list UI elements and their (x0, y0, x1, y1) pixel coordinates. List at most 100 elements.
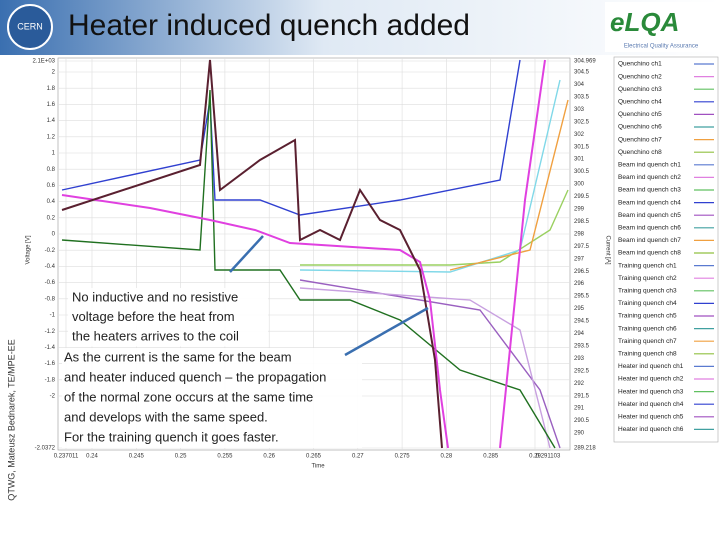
y2-tick-label: 290 (574, 431, 585, 437)
y-axis-label: Voltage [V] (26, 235, 32, 264)
legend-label: Quenchino ch1 (618, 61, 662, 68)
y2-tick-label: 289.218 (574, 446, 596, 452)
elqa-logo-text: eLQA (610, 7, 679, 37)
annotation-text: and heater induced quench – the propagat… (64, 369, 326, 384)
slide-title: Heater induced quench added (68, 9, 470, 42)
legend-label: Heater ind quench ch5 (618, 414, 684, 421)
legend-label: Training quench ch8 (618, 351, 677, 358)
curve (61, 59, 546, 449)
y2-tick-label: 298.5 (574, 219, 590, 225)
y2-tick-label: 296 (574, 281, 585, 287)
y-tick-label: -2.0372 (35, 446, 56, 452)
y2-tick-label: 295 (574, 306, 585, 312)
x-tick-label: 0.29 (529, 454, 541, 460)
y2-tick-label: 303 (574, 107, 585, 113)
curve (299, 287, 551, 449)
x-tick-label: 0.291103 (536, 454, 561, 460)
y2-tick-label: 304.5 (574, 70, 590, 76)
y-tick-label: -0.2 (45, 248, 56, 254)
x-tick-label: 0.275 (395, 454, 411, 460)
arrow (344, 306, 429, 357)
footer-text: QTWG, Mateusz Bednarek, TE/MPE-EE (6, 339, 16, 500)
y-tick-label: 0.4 (47, 199, 56, 205)
legend-label: Quenchino ch2 (618, 73, 662, 80)
legend-label: Training quench ch7 (618, 338, 677, 345)
y2-tick-label: 293 (574, 356, 585, 362)
legend-box (613, 56, 719, 443)
legend-label: Beam ind quench ch8 (618, 250, 681, 257)
legend-label: Beam ind quench ch1 (618, 162, 681, 169)
legend-label: Quenchino ch6 (618, 124, 662, 131)
y-tick-label: 0.2 (47, 215, 56, 221)
legend-label: Heater ind quench ch3 (618, 388, 684, 395)
arrow (229, 235, 264, 273)
legend-label: Heater ind quench ch1 (618, 363, 684, 370)
y2-tick-label: 304.969 (574, 59, 596, 65)
x-tick-label: 0.27 (352, 454, 364, 460)
annotation-text: the heaters arrives to the coil (72, 328, 239, 343)
curve (61, 59, 443, 449)
y2-tick-label: 291.5 (574, 393, 590, 399)
y-tick-label: -2 (50, 394, 56, 400)
y2-tick-label: 296.5 (574, 269, 590, 275)
y2-tick-label: 301 (574, 157, 585, 163)
legend-label: Quenchino ch4 (618, 99, 662, 106)
header-band (0, 0, 720, 55)
legend-label: Training quench ch3 (618, 288, 677, 295)
annotation-box (68, 288, 268, 347)
x-tick-label: 0.26 (263, 454, 275, 460)
elqa-logo (605, 2, 717, 52)
y-tick-label: 1.8 (47, 86, 56, 92)
y-tick-label: -0.8 (45, 296, 56, 302)
y-tick-label: 0.8 (47, 167, 56, 173)
y2-tick-label: 290.5 (574, 418, 590, 424)
y2-tick-label: 292.5 (574, 368, 590, 374)
y2-tick-label: 295.5 (574, 294, 590, 300)
legend-label: Training quench ch5 (618, 313, 677, 320)
y-tick-label: -0.6 (45, 280, 56, 286)
legend-label: Quenchino ch8 (618, 149, 662, 156)
y2-tick-label: 294 (574, 331, 585, 337)
y2-tick-label: 297 (574, 256, 585, 262)
legend-label: Beam ind quench ch4 (618, 199, 681, 206)
y-tick-label: 0.6 (47, 183, 56, 189)
y2-tick-label: 292 (574, 381, 585, 387)
y-tick-label: 2 (52, 70, 56, 76)
legend-label: Heater ind quench ch6 (618, 426, 684, 433)
y-tick-label: 1.4 (47, 118, 56, 124)
legend-label: Heater ind quench ch2 (618, 376, 684, 383)
x-tick-label: 0.245 (129, 454, 145, 460)
y2-tick-label: 299.5 (574, 194, 590, 200)
x-tick-label: 0.285 (483, 454, 499, 460)
y2-tick-label: 293.5 (574, 343, 590, 349)
x-tick-label: 0.28 (441, 454, 453, 460)
y2-tick-label: 300.5 (574, 169, 590, 175)
x-tick-label: 0.24 (86, 454, 98, 460)
y2-tick-label: 291 (574, 406, 585, 412)
annotation-text: and develops with the same speed. (64, 409, 268, 424)
annotation-text: No inductive and no resistive (72, 289, 238, 304)
curves (61, 59, 569, 449)
annotations: No inductive and no resistive voltage bef… (62, 288, 362, 448)
y-tick-label: -1.4 (45, 345, 56, 351)
legend-label: Training quench ch1 (618, 262, 677, 269)
y-tick-label: -1.8 (45, 377, 56, 383)
annotation-text: As the current is the same for the beam (64, 349, 292, 364)
y-tick-label: 0 (52, 232, 56, 238)
y-tick-label: 1.2 (47, 134, 56, 140)
y-tick-label: 2.1E+03 (32, 59, 55, 65)
y2-tick-label: 298 (574, 231, 585, 237)
annotation-text: voltage before the heat from (72, 309, 235, 324)
legend-label: Training quench ch6 (618, 325, 677, 332)
legend-label: Beam ind quench ch5 (618, 212, 681, 219)
y2-tick-label: 304 (574, 82, 585, 88)
curve (300, 189, 569, 266)
legend-label: Quenchino ch3 (618, 86, 662, 93)
x-tick-label: 0.25 (175, 454, 187, 460)
y2-tick-label: 302 (574, 132, 585, 138)
y2-tick-label: 299 (574, 207, 585, 213)
legend-label: Heater ind quench ch4 (618, 401, 684, 408)
legend-label: Training quench ch2 (618, 275, 677, 282)
y2-tick-label: 302.5 (574, 119, 590, 125)
y2-tick-label: 297.5 (574, 244, 590, 250)
